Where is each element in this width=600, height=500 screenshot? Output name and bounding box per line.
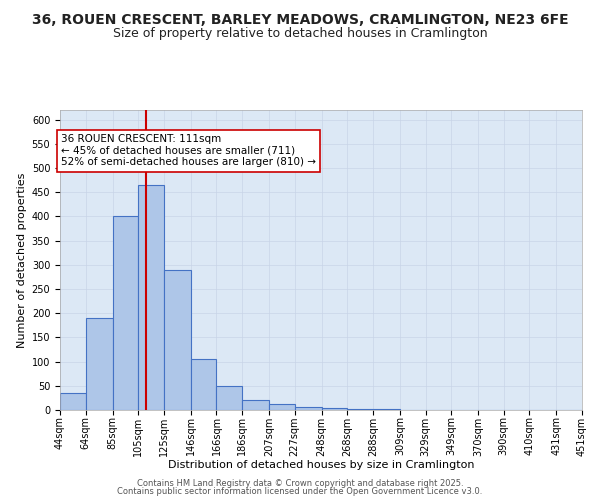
Bar — [295, 406, 322, 410]
Text: Contains public sector information licensed under the Open Government Licence v3: Contains public sector information licen… — [118, 487, 482, 496]
Bar — [113, 216, 138, 410]
Bar — [322, 408, 347, 410]
Bar — [138, 185, 164, 410]
Text: 36, ROUEN CRESCENT, BARLEY MEADOWS, CRAMLINGTON, NE23 6FE: 36, ROUEN CRESCENT, BARLEY MEADOWS, CRAM… — [32, 12, 568, 26]
Bar — [86, 318, 113, 410]
Bar — [60, 393, 86, 410]
Text: Contains HM Land Registry data © Crown copyright and database right 2025.: Contains HM Land Registry data © Crown c… — [137, 478, 463, 488]
Bar — [164, 270, 191, 410]
Bar — [347, 408, 373, 410]
Bar — [242, 400, 269, 410]
Bar — [191, 359, 217, 410]
Y-axis label: Number of detached properties: Number of detached properties — [17, 172, 28, 348]
Text: 36 ROUEN CRESCENT: 111sqm
← 45% of detached houses are smaller (711)
52% of semi: 36 ROUEN CRESCENT: 111sqm ← 45% of detac… — [61, 134, 316, 168]
Bar — [217, 386, 242, 410]
Bar — [269, 404, 295, 410]
Bar — [373, 409, 400, 410]
Text: Size of property relative to detached houses in Cramlington: Size of property relative to detached ho… — [113, 28, 487, 40]
X-axis label: Distribution of detached houses by size in Cramlington: Distribution of detached houses by size … — [168, 460, 474, 470]
